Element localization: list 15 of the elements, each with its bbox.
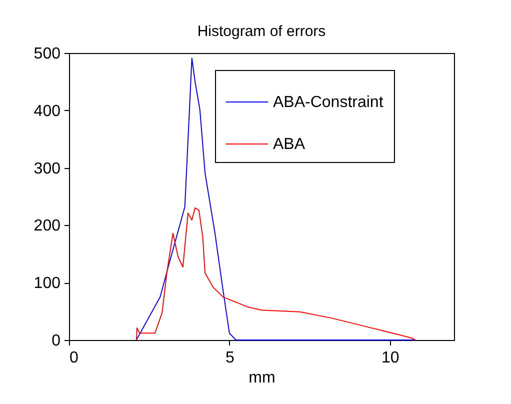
y-tick-label: 300 bbox=[34, 160, 61, 178]
x-tick-label: 0 bbox=[70, 350, 78, 366]
y-tick-label: 0 bbox=[52, 332, 61, 350]
legend-label: ABA bbox=[273, 136, 306, 153]
legend-label: ABA-Constraint bbox=[273, 94, 384, 111]
chart-title: Histogram of errors bbox=[197, 23, 326, 40]
line-series bbox=[136, 207, 416, 340]
x-tick-label: 5 bbox=[225, 350, 234, 366]
y-tick-label: 400 bbox=[34, 102, 61, 120]
y-tick-label: 200 bbox=[34, 218, 61, 235]
x-axis-title: mm bbox=[248, 370, 276, 386]
x-tick-label: 10 bbox=[381, 350, 400, 366]
y-tick-label: 500 bbox=[34, 46, 61, 62]
y-tick-label: 100 bbox=[34, 275, 61, 292]
line-series bbox=[136, 58, 416, 340]
